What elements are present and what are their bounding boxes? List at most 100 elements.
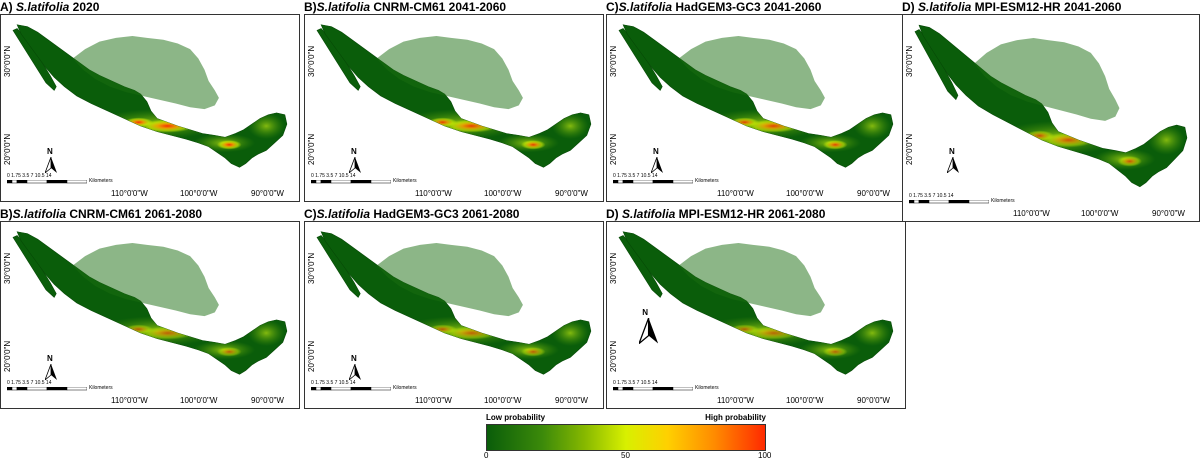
panel-title: C)S.latifolia HadGEM3-GC3 2041-2060 [606,0,821,14]
panel-title-species: S.latifolia [12,207,67,221]
panel-title-species: S.latifolia [918,0,972,14]
longitude-label: 90°0'0"W [555,396,588,405]
panel-title: D) S.latifolia MPI-ESM12-HR 2041-2060 [902,0,1121,14]
panel-title-scenario: HadGEM3-GC3 2041-2060 [672,0,822,14]
north-label: N [47,354,53,363]
latitude-label: 20°0'0"N [3,340,12,372]
north-label: N [653,147,659,156]
longitude-label: 90°0'0"W [555,189,588,198]
map-panel: C)S.latifolia HadGEM3-GC3 2041-2060 30°0'… [606,0,906,202]
map-frame: 30°0'0"N 20°0'0"N 110°0'0"W 100°0'0"W 90°0'0… [606,14,906,202]
scale-bar-ticks: 0 1.75 3.5 7 10.5 14 [613,173,658,179]
longitude-label: 100°0'0"W [786,396,824,405]
panel-title-scenario: 2020 [69,0,100,14]
map-panel: C)S.latifolia HadGEM3-GC3 2061-2080 30°0'… [304,207,604,409]
longitude-label: 110°0'0"W [415,396,452,405]
map-frame: 30°0'0"N 20°0'0"N 110°0'0"W 100°0'0"W 90°0'0… [0,14,300,202]
panel-title-prefix: C) [304,207,317,221]
country-outline [12,231,288,375]
latitude-label: 20°0'0"N [609,340,618,372]
longitude-label: 110°0'0"W [111,396,148,405]
latitude-label: 20°0'0"N [307,340,316,372]
panel-title-prefix: D) [902,0,918,14]
panel-title-prefix: A) [0,0,16,14]
latitude-label: 30°0'0"N [307,252,316,284]
legend-tick-0: 0 [484,451,489,460]
legend-color-ramp [486,424,766,451]
country-outline [618,24,894,168]
longitude-label: 100°0'0"W [180,396,218,405]
panel-title-scenario: MPI-ESM12-HR 2041-2060 [971,0,1122,14]
panel-title-scenario: HadGEM3-GC3 2061-2080 [370,207,520,221]
panel-title: D) S.latifolia MPI-ESM12-HR 2061-2080 [606,207,825,221]
longitude-label: 90°0'0"W [251,396,284,405]
legend-tick-100: 100 [758,451,772,460]
latitude-label: 30°0'0"N [609,252,618,284]
panel-title: C)S.latifolia HadGEM3-GC3 2061-2080 [304,207,519,221]
map-frame: 30°0'0"N 20°0'0"N 110°0'0"W 100°0'0"W 90°0'0… [304,221,604,409]
scale-bar-unit: Kilometers [393,385,417,391]
scale-bar-ticks: 0 1.75 3.5 7 10.5 14 [311,173,356,179]
map-panel: D) S.latifolia MPI-ESM12-HR 2061-2080 30°… [606,207,906,409]
longitude-label: 90°0'0"W [251,189,284,198]
panel-title-scenario: CNRM-CM61 2061-2080 [66,207,203,221]
latitude-label: 30°0'0"N [3,252,12,284]
distribution-map [12,24,288,168]
longitude-label: 100°0'0"W [1081,209,1119,218]
map-frame: 30°0'0"N 20°0'0"N 110°0'0"W 100°0'0"W 90°0'0… [304,14,604,202]
distribution-map [316,231,592,375]
north-label: N [949,147,955,156]
scale-bar-unit: Kilometers [695,178,719,184]
country-outline [618,231,894,375]
scale-bar-ticks: 0 1.75 3.5 7 10.5 14 [7,173,52,179]
latitude-label: 20°0'0"N [609,133,618,165]
map-frame: 30°0'0"N 20°0'0"N 110°0'0"W 100°0'0"W 90°0'0… [0,221,300,409]
map-panel: B)S.latifolia CNRM-CM61 2041-2060 30°0'0"… [304,0,604,202]
panel-title-species: S.latifolia [618,0,673,14]
scale-bar-unit: Kilometers [991,198,1015,204]
map-panel: B)S.latifolia CNRM-CM61 2061-2080 30°0'0"… [0,207,300,409]
longitude-label: 100°0'0"W [484,396,522,405]
scale-bar-unit: Kilometers [89,178,113,184]
scale-bar-unit: Kilometers [393,178,417,184]
longitude-label: 90°0'0"W [857,396,890,405]
panel-title-species: S.latifolia [316,0,371,14]
north-label: N [351,354,357,363]
panel-title-prefix: B) [304,0,317,14]
scale-bar-unit: Kilometers [695,385,719,391]
distribution-map [618,24,894,168]
legend-low-label: Low probability [486,413,546,422]
north-label: N [47,147,53,156]
longitude-label: 110°0'0"W [111,189,148,198]
longitude-label: 110°0'0"W [415,189,452,198]
distribution-map [12,231,288,375]
panel-title-prefix: D) [606,207,622,221]
panel-title-species: S.latifolia [622,207,676,221]
distribution-map [618,231,894,375]
panel-title-prefix: C) [606,0,619,14]
scale-bar-ticks: 0 1.75 3.5 7 10.5 14 [909,193,954,199]
latitude-label: 20°0'0"N [307,133,316,165]
longitude-label: 110°0'0"W [717,396,754,405]
latitude-label: 30°0'0"N [3,45,12,77]
north-label: N [642,308,648,317]
longitude-label: 100°0'0"W [786,189,824,198]
map-frame: 30°0'0"N 20°0'0"N 110°0'0"W 100°0'0"W 90°0'0… [606,221,906,409]
panel-title-species: S.latifolia [316,207,371,221]
panel-title-scenario: CNRM-CM61 2041-2060 [370,0,507,14]
scale-bar-ticks: 0 1.75 3.5 7 10.5 14 [311,380,356,386]
latitude-label: 30°0'0"N [609,45,618,77]
longitude-label: 90°0'0"W [1152,209,1185,218]
scale-bar-ticks: 0 1.75 3.5 7 10.5 14 [7,380,52,386]
panel-title: B)S.latifolia CNRM-CM61 2041-2060 [304,0,506,14]
map-panel: A) S.latifolia 2020 30°0'0"N 20°0'0"N 110°0… [0,0,300,202]
panel-title-prefix: B) [0,207,13,221]
map-panel: D) S.latifolia MPI-ESM12-HR 2041-2060 30°… [902,0,1200,222]
legend-high-label: High probability [705,413,766,422]
longitude-label: 110°0'0"W [717,189,754,198]
longitude-label: 110°0'0"W [1013,209,1050,218]
scale-bar-unit: Kilometers [89,385,113,391]
panel-title: A) S.latifolia 2020 [0,0,99,14]
country-outline [12,24,288,168]
latitude-label: 20°0'0"N [905,133,914,165]
